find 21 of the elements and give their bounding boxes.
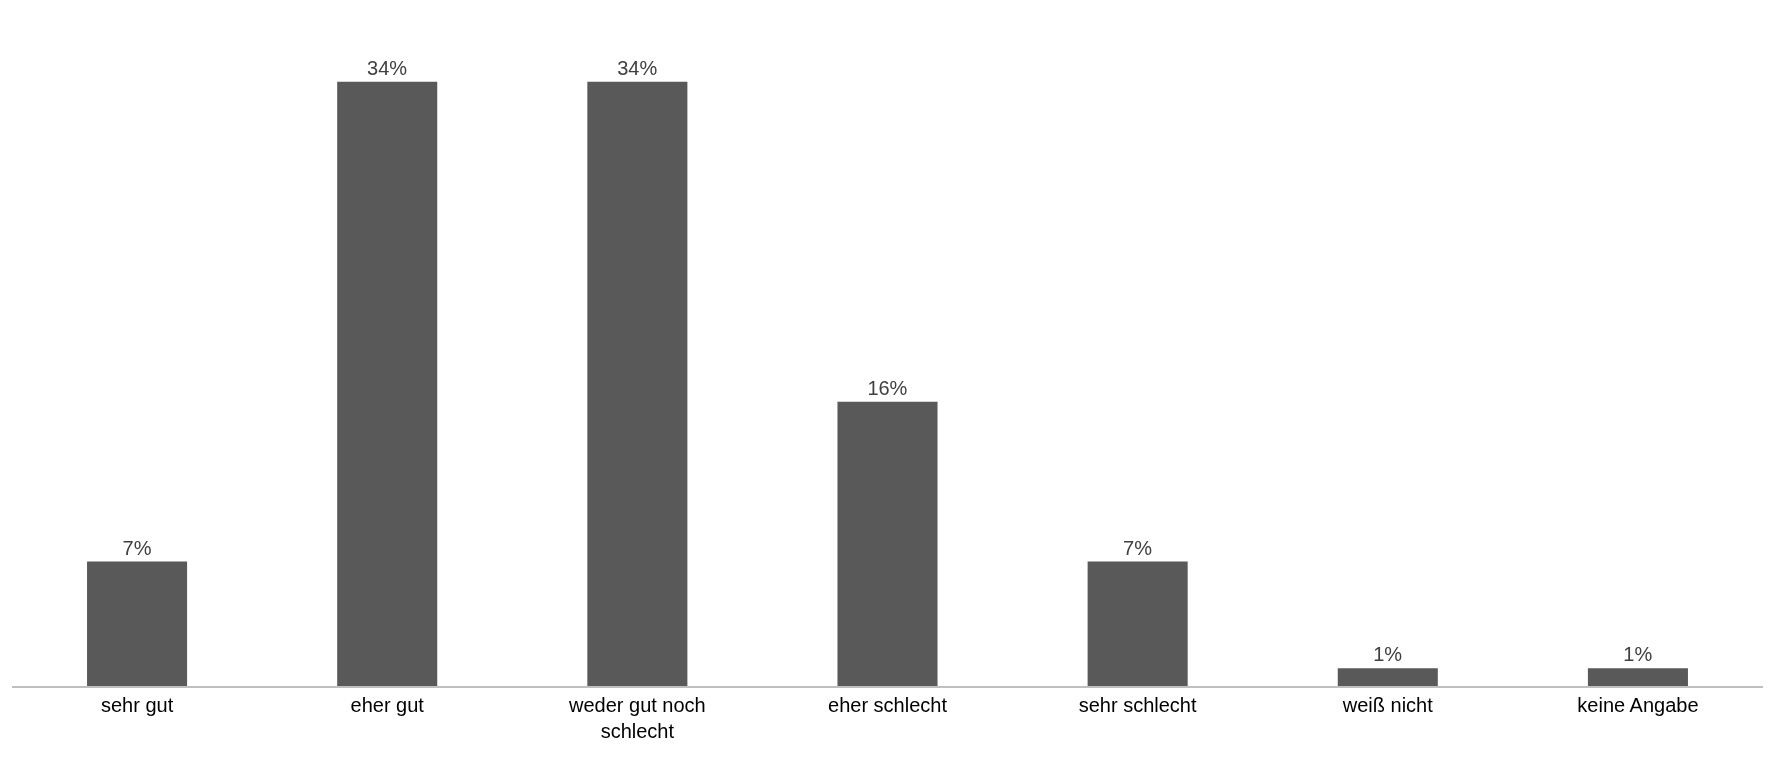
x-tick-label: sehr gut <box>100 693 174 716</box>
x-tick-label: sehr schlecht <box>1078 693 1197 716</box>
bar <box>1587 668 1688 686</box>
bar <box>337 81 438 686</box>
x-tick-label: weder gut noch schlecht <box>567 693 706 742</box>
bar <box>87 561 188 686</box>
data-label: 7% <box>1123 536 1153 559</box>
data-label: 1% <box>1373 643 1403 666</box>
bar <box>587 81 688 686</box>
x-tick-label: keine Angabe <box>1577 693 1699 716</box>
bar <box>1087 561 1188 686</box>
x-tick-label: weiß nicht <box>1341 693 1434 716</box>
data-label: 7% <box>122 536 152 559</box>
bar <box>1337 668 1438 686</box>
x-tick-label: eher gut <box>350 693 425 716</box>
bar <box>837 401 938 686</box>
data-label: 1% <box>1623 643 1653 666</box>
x-tick-label: eher schlecht <box>828 693 948 716</box>
data-label: 16% <box>867 376 908 399</box>
data-label: 34% <box>617 56 658 79</box>
data-label: 34% <box>367 56 408 79</box>
